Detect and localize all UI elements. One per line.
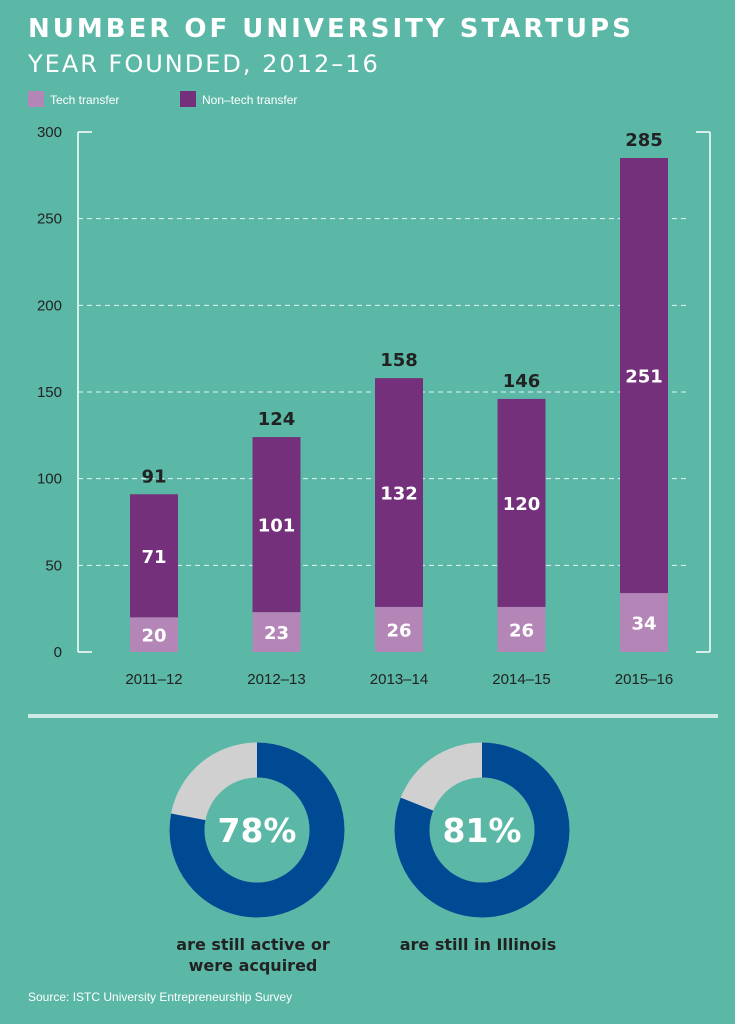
bar-tech-transfer [497,606,546,652]
bar-value-label: 26 [509,620,534,641]
bar-total-label: 91 [141,466,166,487]
bar-tech-transfer [620,593,668,652]
bar-value-label: 34 [631,614,656,635]
bar-total-label: 146 [503,371,541,392]
chart-subtitle: YEAR FOUNDED, 2012–16 [28,50,380,78]
bar-non-tech-transfer [620,158,668,594]
bar-value-label: 23 [264,623,289,644]
y-tick-label: 50 [45,557,62,574]
legend-label: Tech transfer [50,93,119,107]
legend-swatch [180,91,196,107]
chart-title: NUMBER OF UNIVERSITY STARTUPS [28,14,634,44]
bar-tech-transfer [252,612,301,652]
y-tick-label: 300 [37,124,62,141]
donut-segment [394,742,570,918]
bar-value-label: 120 [503,494,541,515]
bar-value-label: 26 [386,620,411,641]
bar-value-label: 20 [141,626,166,647]
x-tick-label: 2015–16 [615,671,673,688]
x-tick-label: 2013–14 [370,671,428,688]
bar-tech-transfer [130,617,178,652]
bar-non-tech-transfer [497,398,546,607]
y-tick-label: 150 [37,384,62,401]
bar-total-label: 285 [625,130,663,151]
bar-total-label: 124 [258,409,296,430]
bar-value-label: 101 [258,516,296,537]
donut-segment [169,742,345,918]
x-tick-label: 2011–12 [125,671,182,688]
legend-label: Non–tech transfer [202,93,297,107]
donut-center-label: 78% [218,811,297,850]
bar-value-label: 71 [141,547,166,568]
donut-caption: are still active or [176,935,330,954]
y-tick-label: 0 [54,644,62,661]
bar-non-tech-transfer [375,378,423,607]
bar-total-label: 158 [380,350,418,371]
y-tick-label: 250 [37,211,62,228]
bar-value-label: 132 [380,484,418,505]
donut-caption: are still in Illinois [400,935,557,954]
y-tick-label: 100 [37,471,62,488]
donut-center-label: 81% [443,811,522,850]
x-tick-label: 2014–15 [492,671,550,688]
y-tick-label: 200 [37,297,62,314]
legend-swatch [28,91,44,107]
donut-caption: were acquired [189,956,318,975]
source-note: Source: ISTC University Entrepreneurship… [28,990,293,1004]
x-tick-label: 2012–13 [247,671,305,688]
bar-non-tech-transfer [252,437,301,613]
bar-tech-transfer [375,606,423,652]
bar-value-label: 251 [625,367,663,388]
bar-non-tech-transfer [130,494,178,618]
